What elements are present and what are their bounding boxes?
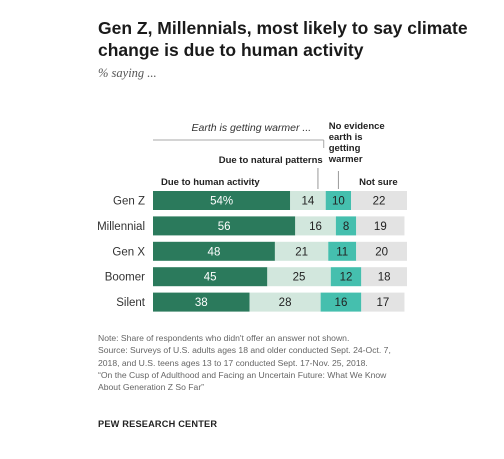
note-line: Note: Share of respondents who didn't of… [98,333,350,343]
legend-label-line: earth is [329,132,363,143]
category-label: Gen X [112,246,145,258]
bar-segment [153,191,291,210]
chart-subtitle: % saying ... [98,66,157,80]
data-label: 11 [336,246,348,258]
data-label: 10 [332,196,345,208]
bar-segment [153,241,275,261]
bar-segment [153,216,296,236]
pew-credit: PEW RESEARCH CENTER [98,419,218,429]
data-label: 18 [378,272,391,284]
bar-segment [295,216,336,236]
group-label: Earth is getting warmer ... [192,122,312,134]
legend-label-line: getting [329,143,361,154]
bar-segment [153,267,268,287]
bar-segment [361,292,405,312]
data-label: 56 [218,221,231,233]
data-label: 21 [295,246,308,258]
data-label: 48 [208,246,221,258]
data-label: 16 [309,221,322,233]
data-label: 17 [376,297,389,309]
data-label: 16 [335,297,348,309]
bar-segment [351,191,407,210]
legend-label: Due to human activity [161,177,260,188]
bar-segment [267,267,331,287]
legend-label-line: warmer [328,154,363,165]
bar-segment [335,216,357,236]
bar-segment [320,292,362,312]
data-label: 22 [373,196,386,208]
source-line: Source: Surveys of U.S. adults ages 18 a… [98,345,391,368]
data-label: 38 [195,297,208,309]
legend-label: Due to natural patterns [219,155,323,166]
report-title-line: “On the Cusp of Adulthood and Facing an … [98,369,387,393]
data-label: 25 [293,272,306,284]
category-label: Gen Z [113,196,145,208]
chart-notes: Note: Share of respondents who didn't of… [98,332,403,393]
data-label: 12 [340,272,353,284]
category-label: Silent [116,297,146,309]
data-label: 54% [210,196,233,208]
bar-segment [325,191,352,210]
legend-label: Not sure [359,177,398,188]
data-label: 14 [302,196,315,208]
bar-segment [361,267,407,287]
bar-segment [153,292,250,312]
data-label: 28 [279,297,292,309]
bar-segment [356,241,407,261]
bar-segment [249,292,321,312]
bar-segment [328,241,357,261]
chart-title: Gen Z, Millennials, most likely to say c… [98,18,468,60]
legend-label-line: No evidence [329,121,385,132]
bar-segment [356,216,405,236]
bar-segment [330,267,362,287]
data-label: 19 [374,221,387,233]
category-label: Millennial [97,221,145,233]
category-label: Boomer [105,272,145,284]
data-label: 45 [204,272,217,284]
bar-segment [274,241,329,261]
data-label: 20 [375,246,388,258]
stacked-bar-chart: Gen Z 54% 14 10 22 Millennial 56 16 8 19 Gen X 48 21… [97,121,407,312]
data-label: 8 [343,221,349,233]
bar-segment [290,191,326,210]
